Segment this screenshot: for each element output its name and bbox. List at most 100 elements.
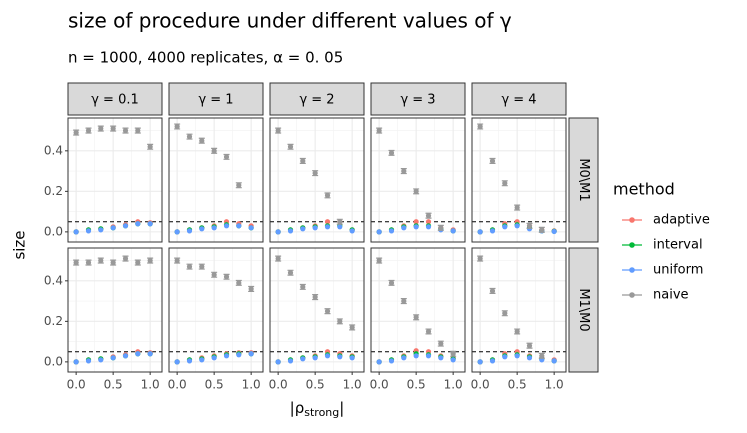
data-point bbox=[324, 353, 331, 359]
data-point bbox=[324, 192, 331, 198]
data-point bbox=[438, 341, 444, 347]
legend-label: uniform bbox=[653, 263, 703, 278]
panel-border bbox=[471, 117, 567, 243]
data-point bbox=[413, 353, 419, 359]
x-tick-label: 0.5 bbox=[508, 378, 527, 392]
strip bbox=[471, 82, 567, 116]
data-point bbox=[147, 144, 153, 150]
x-tick-label: 0.5 bbox=[306, 378, 325, 392]
data-point bbox=[477, 123, 483, 130]
data-point bbox=[324, 219, 331, 225]
data-point bbox=[174, 229, 180, 235]
data-point bbox=[122, 127, 129, 134]
data-point bbox=[110, 125, 116, 132]
data-point bbox=[312, 355, 318, 361]
data-point bbox=[526, 355, 533, 361]
data-point bbox=[223, 353, 230, 359]
panel-border bbox=[67, 247, 163, 373]
data-point bbox=[300, 158, 306, 164]
data-point bbox=[186, 264, 193, 270]
data-point bbox=[135, 127, 141, 134]
panel-border bbox=[269, 247, 365, 373]
y-tick-label: 0.2 bbox=[44, 184, 63, 198]
data-point bbox=[174, 123, 180, 130]
data-point bbox=[199, 264, 205, 270]
data-point bbox=[236, 182, 242, 188]
chart-subtitle: n = 1000, 4000 replicates, α = 0. 05 bbox=[68, 49, 343, 67]
x-axis-label-part: |ρ bbox=[290, 399, 305, 417]
data-point bbox=[248, 286, 254, 292]
chart-title: size of procedure under different values… bbox=[68, 9, 512, 33]
x-tick-label: 0.5 bbox=[407, 378, 426, 392]
x-tick-label: 0.5 bbox=[205, 378, 224, 392]
data-point bbox=[211, 355, 217, 361]
data-point bbox=[236, 352, 242, 358]
y-tick-label: 0.0 bbox=[44, 224, 63, 238]
data-point bbox=[300, 284, 306, 290]
data-point bbox=[502, 354, 508, 360]
data-point bbox=[413, 188, 419, 194]
data-point bbox=[489, 228, 496, 234]
x-axis-label: |ρstrong| bbox=[290, 399, 345, 420]
data-point bbox=[275, 359, 281, 365]
data-point bbox=[349, 324, 355, 331]
strip bbox=[67, 82, 163, 116]
data-point bbox=[489, 158, 496, 164]
data-point bbox=[502, 310, 508, 316]
x-axis-label-sub: strong bbox=[304, 406, 339, 419]
data-point bbox=[135, 221, 141, 227]
data-point bbox=[287, 270, 294, 276]
legend-title: method bbox=[613, 180, 675, 199]
y-tick-label: 0.2 bbox=[44, 314, 63, 328]
data-point bbox=[211, 272, 217, 278]
legend-key bbox=[629, 242, 635, 248]
panel-border bbox=[269, 117, 365, 243]
data-point bbox=[477, 229, 483, 235]
data-point bbox=[413, 314, 419, 320]
x-tick-label: 0.5 bbox=[104, 378, 123, 392]
y-tick-label: 0.4 bbox=[44, 143, 63, 157]
data-point bbox=[98, 227, 104, 233]
data-point bbox=[135, 259, 141, 266]
data-point bbox=[98, 257, 104, 264]
panel-border bbox=[370, 117, 466, 243]
data-point bbox=[539, 353, 545, 359]
data-point bbox=[376, 127, 382, 134]
data-point bbox=[514, 353, 520, 359]
x-tick-label: 0.0 bbox=[471, 378, 490, 392]
x-tick-label: 0.0 bbox=[370, 378, 389, 392]
data-point bbox=[199, 138, 205, 144]
data-point bbox=[85, 228, 92, 234]
data-point bbox=[312, 225, 318, 231]
y-axis-label: size bbox=[11, 230, 29, 259]
data-point bbox=[388, 358, 395, 364]
data-point bbox=[349, 355, 355, 361]
strip bbox=[370, 82, 466, 116]
x-tick-label: 0.0 bbox=[67, 378, 86, 392]
x-axis-label-part: | bbox=[339, 399, 344, 417]
data-point bbox=[110, 259, 116, 266]
data-point bbox=[147, 257, 153, 264]
x-tick-label: 1.0 bbox=[444, 378, 463, 392]
data-point bbox=[425, 213, 432, 219]
data-point bbox=[135, 351, 141, 357]
x-tick-label: 0.0 bbox=[168, 378, 187, 392]
x-tick-label: 1.0 bbox=[141, 378, 160, 392]
column-strip-label: γ = 1 bbox=[198, 93, 233, 108]
row-strip-label: M1\M0 bbox=[576, 288, 591, 331]
data-point bbox=[489, 288, 496, 294]
data-point bbox=[489, 358, 496, 364]
data-point bbox=[186, 228, 193, 234]
data-point bbox=[514, 204, 520, 211]
data-point bbox=[324, 308, 331, 314]
data-point bbox=[526, 223, 533, 229]
legend-key bbox=[629, 217, 635, 223]
data-point bbox=[186, 134, 193, 140]
data-point bbox=[450, 228, 456, 234]
data-point bbox=[248, 351, 254, 357]
data-point bbox=[98, 357, 104, 363]
data-point bbox=[349, 228, 355, 234]
data-point bbox=[300, 356, 306, 362]
data-point bbox=[337, 318, 343, 324]
